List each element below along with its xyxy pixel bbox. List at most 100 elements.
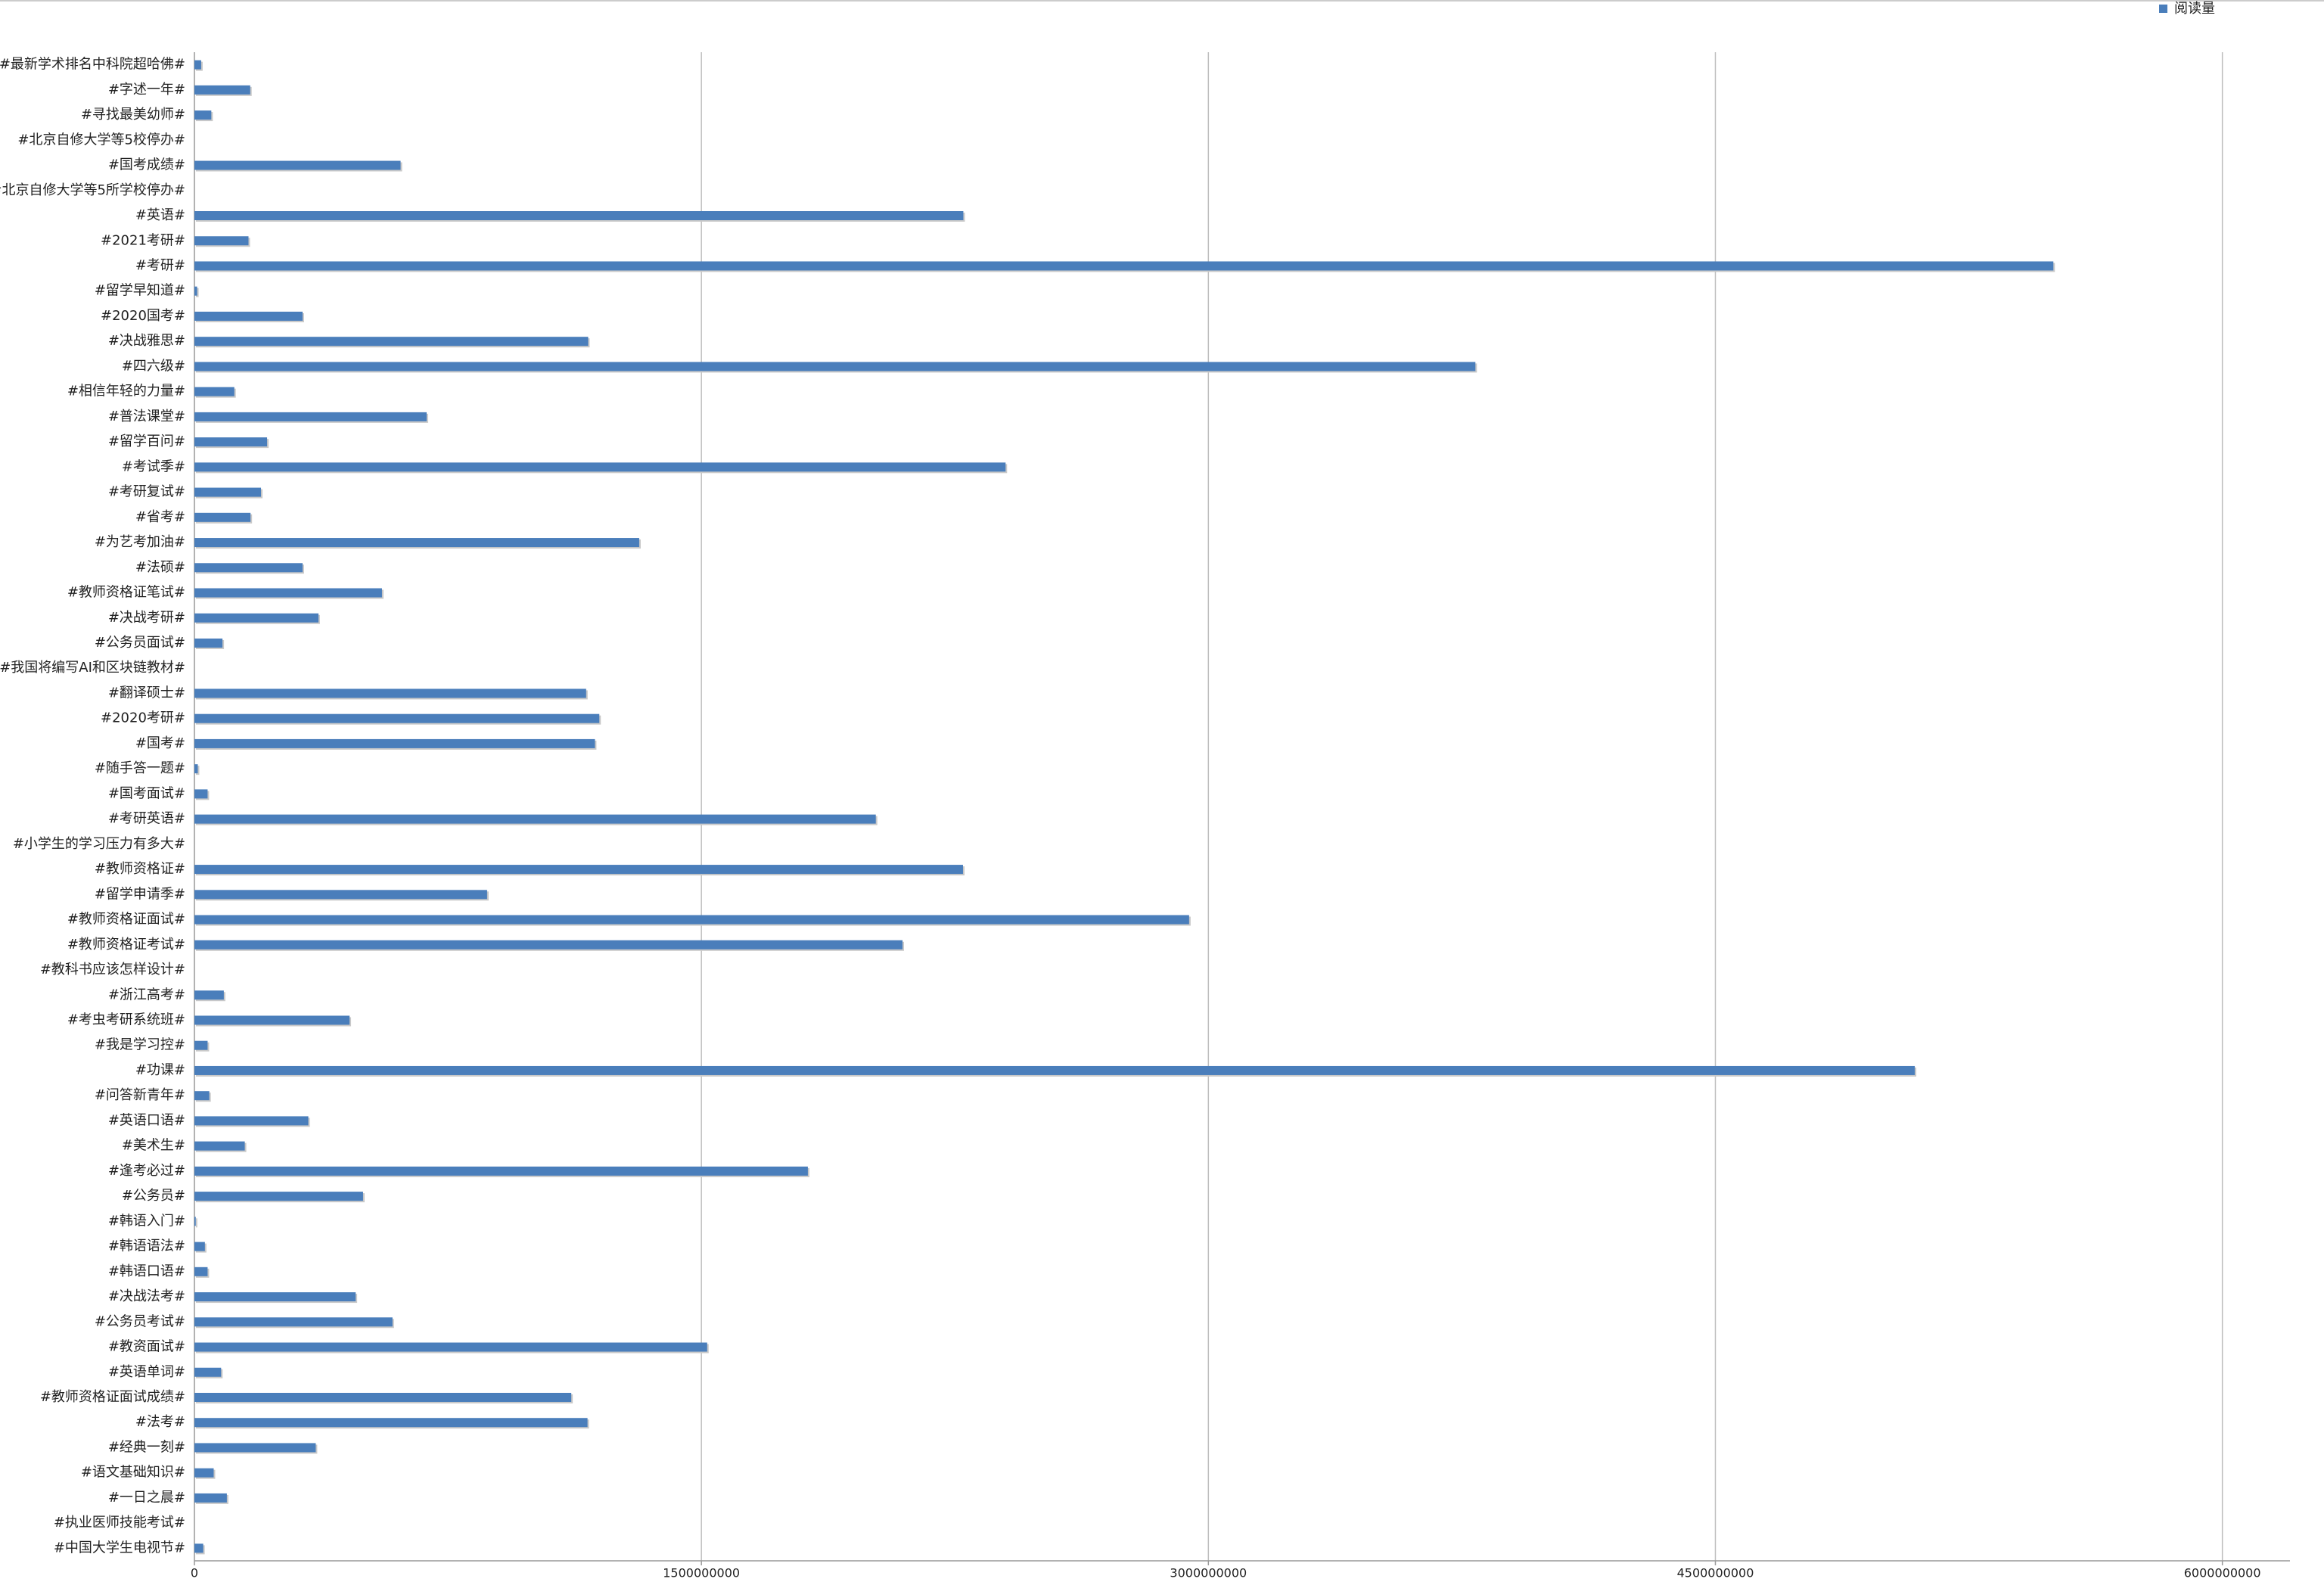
bar — [194, 1166, 808, 1176]
x-tick-label: 0 — [191, 1566, 198, 1580]
y-tick-label: #2020国考# — [101, 308, 185, 324]
bar — [194, 387, 235, 396]
bar — [194, 1543, 204, 1553]
y-tick-label: #国考# — [135, 735, 185, 751]
bar — [194, 1141, 245, 1151]
bar — [194, 236, 249, 246]
bar — [194, 110, 212, 120]
y-tick-label: #留学百问# — [108, 434, 185, 449]
y-tick-label: #功课# — [135, 1062, 185, 1078]
bar — [194, 1367, 222, 1377]
y-tick-label: #北京自修大学等5所学校停办# — [0, 182, 185, 198]
bar — [194, 412, 427, 421]
y-tick-label: #考研复试# — [108, 484, 185, 500]
bar — [194, 85, 250, 95]
y-tick-label: #教师资格证笔试# — [67, 585, 185, 601]
bar — [194, 1065, 1915, 1075]
y-tick-label: #字述一年# — [108, 82, 185, 98]
y-tick-label: #英语口语# — [108, 1112, 185, 1128]
bar — [194, 990, 224, 1000]
y-tick-label: #美术生# — [122, 1138, 185, 1154]
y-tick-label: #决战考研# — [108, 610, 185, 626]
y-tick-label: #普法课堂# — [108, 409, 185, 424]
y-tick-label: #随手答一题# — [95, 760, 185, 776]
bar — [194, 211, 964, 221]
y-tick-label: #北京自修大学等5校停办# — [17, 132, 185, 148]
bar — [194, 512, 251, 522]
bar — [194, 286, 197, 296]
y-tick-label: #国考成绩# — [108, 157, 185, 173]
y-tick-label: #公务员面试# — [95, 635, 185, 651]
bar — [194, 1091, 210, 1101]
bar — [194, 311, 303, 321]
bar — [194, 940, 903, 950]
bar — [194, 60, 201, 70]
y-tick-label: #2021考研# — [101, 232, 185, 248]
y-tick-label: #问答新青年# — [95, 1087, 185, 1103]
bar — [194, 160, 401, 170]
y-tick-label: #考试季# — [122, 458, 185, 474]
legend-label: 阅读量 — [2174, 1, 2215, 17]
y-tick-label: #英语# — [135, 207, 185, 223]
y-tick-label: #浙江高考# — [108, 987, 185, 1002]
y-tick-label: #为艺考加油# — [95, 534, 185, 550]
y-tick-label: #翻译硕士# — [108, 685, 185, 701]
y-tick-label: #执业医师技能考试# — [54, 1515, 185, 1531]
x-tick-label: 3000000000 — [1170, 1566, 1247, 1580]
bar — [194, 688, 586, 698]
bar — [194, 1342, 707, 1352]
y-tick-label: #考研英语# — [108, 811, 185, 827]
y-tick-label: #留学早知道# — [95, 283, 185, 299]
bar — [194, 1292, 356, 1302]
bar — [194, 764, 198, 774]
y-tick-label: #最新学术排名中科院超哈佛# — [0, 57, 185, 73]
bar — [194, 337, 589, 347]
y-tick-label: #省考# — [135, 509, 185, 525]
x-tick-label: 6000000000 — [2184, 1566, 2261, 1580]
y-tick-label: #中国大学生电视节# — [54, 1540, 185, 1556]
y-tick-label: #我是学习控# — [95, 1037, 185, 1053]
bar — [194, 261, 2054, 271]
bar-shadow — [196, 287, 199, 297]
y-tick-label: #国考面试# — [108, 785, 185, 801]
y-tick-label: #教师资格证面试# — [67, 912, 185, 928]
y-tick-label: #公务员# — [122, 1188, 185, 1204]
bar — [194, 362, 1476, 371]
y-tick-label: #法硕# — [135, 559, 185, 575]
x-tick-label: 4500000000 — [1677, 1566, 1754, 1580]
bar — [194, 1267, 208, 1276]
bar — [194, 890, 487, 900]
bar — [194, 865, 963, 875]
bar — [194, 462, 1006, 472]
legend-swatch — [2159, 5, 2167, 13]
y-tick-label: #我国将编写AI和区块链教材# — [0, 660, 185, 676]
bar — [194, 1040, 208, 1050]
bar — [194, 1392, 572, 1402]
y-tick-label: #一日之晨# — [108, 1490, 185, 1506]
y-tick-label: #教资面试# — [108, 1339, 185, 1355]
y-tick-label: #考虫考研系统班# — [67, 1012, 185, 1027]
y-tick-label: #韩语语法# — [108, 1239, 185, 1254]
bar — [194, 1116, 309, 1126]
bar — [194, 613, 318, 623]
y-tick-label: #教师资格证# — [95, 861, 185, 877]
y-tick-label: #考研# — [135, 257, 185, 273]
y-tick-label: #教师资格证面试成绩# — [40, 1389, 185, 1405]
y-tick-label: #2020考研# — [101, 710, 185, 726]
x-tick-label: 1500000000 — [663, 1566, 740, 1580]
y-tick-label: #语文基础知识# — [81, 1465, 185, 1481]
y-tick-label: #决战雅思# — [108, 333, 185, 349]
bar — [194, 1192, 363, 1201]
y-tick-label: #韩语口语# — [108, 1263, 185, 1279]
bar — [194, 915, 1189, 925]
bar — [194, 1317, 393, 1327]
y-tick-label: #小学生的学习压力有多大# — [13, 836, 185, 852]
y-tick-label: #英语单词# — [108, 1364, 185, 1380]
y-tick-label: #法考# — [135, 1414, 185, 1430]
y-tick-label: #经典一刻# — [108, 1439, 185, 1455]
bar — [194, 1242, 205, 1251]
y-tick-label: #逢考必过# — [108, 1163, 185, 1179]
y-tick-label: #教师资格证考试# — [67, 937, 185, 953]
bar — [194, 487, 262, 497]
